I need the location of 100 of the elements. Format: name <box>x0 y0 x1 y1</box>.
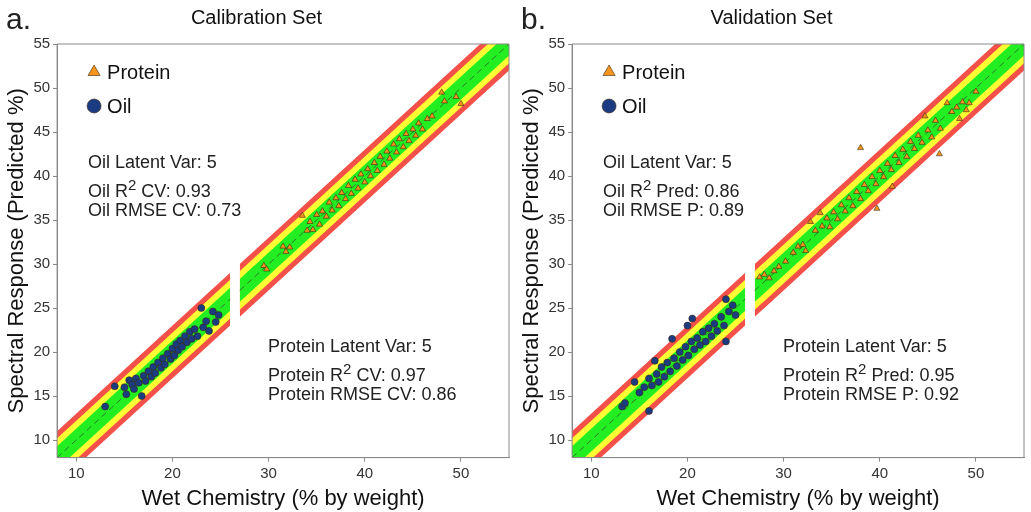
point <box>316 220 323 227</box>
point <box>699 327 707 336</box>
point <box>849 202 857 208</box>
annotation: Protein Latent Var: 5 <box>783 336 947 357</box>
point <box>837 201 845 208</box>
point <box>903 152 911 159</box>
y-tick-label: 20 <box>33 342 51 360</box>
point <box>654 378 663 386</box>
point <box>928 133 936 140</box>
point <box>857 144 864 150</box>
point <box>190 325 199 333</box>
point <box>666 367 674 376</box>
annotation: Protein RMSE P: 0.92 <box>783 384 960 405</box>
point <box>937 124 944 131</box>
point <box>799 240 807 247</box>
annotation: Oil R$^{2}$ Pred: 0.86 <box>603 176 740 202</box>
y-tick-label: 20 <box>548 342 566 360</box>
point <box>670 354 678 362</box>
point <box>209 307 217 316</box>
point <box>396 135 403 142</box>
y-tick-label: 25 <box>548 298 566 316</box>
point <box>309 225 317 232</box>
legend-label: Protein <box>622 60 686 83</box>
point <box>756 273 763 280</box>
point <box>932 116 939 123</box>
point <box>457 100 465 106</box>
y-tick-label: 15 <box>548 386 566 404</box>
y-tick-label: 35 <box>33 210 51 228</box>
point <box>895 159 903 165</box>
point <box>393 148 400 155</box>
point <box>648 381 656 390</box>
annotation: Protein RMSE CV: 0.86 <box>268 384 457 405</box>
point <box>707 332 716 340</box>
y-tick-label: 10 <box>548 430 566 448</box>
point <box>720 321 728 330</box>
point <box>621 399 629 407</box>
point <box>373 166 381 173</box>
y-tick-label: 50 <box>33 78 51 96</box>
point <box>151 369 159 377</box>
point <box>135 379 143 387</box>
point <box>911 144 918 151</box>
point <box>361 178 369 185</box>
point <box>645 407 653 415</box>
point <box>936 150 943 157</box>
y-tick-label: 30 <box>33 254 51 272</box>
annotation: Oil R$^{2}$ CV: 0.93 <box>88 176 211 202</box>
point <box>183 338 191 347</box>
point <box>376 152 384 159</box>
point <box>211 318 220 326</box>
x-tick-label: 30 <box>260 463 277 481</box>
point <box>888 182 896 189</box>
point <box>873 204 881 211</box>
point <box>972 87 980 94</box>
point <box>802 247 810 253</box>
point <box>371 159 378 165</box>
point <box>899 145 907 152</box>
point <box>675 348 684 356</box>
point <box>260 261 268 268</box>
point <box>354 184 362 191</box>
point <box>279 242 287 249</box>
point <box>834 215 841 222</box>
point <box>684 351 693 360</box>
point <box>214 311 223 319</box>
point <box>409 125 417 132</box>
point <box>921 112 929 119</box>
point <box>130 385 138 393</box>
point <box>415 119 422 126</box>
point <box>687 337 696 346</box>
legend-label: Protein <box>107 60 171 83</box>
point <box>303 226 311 233</box>
point <box>328 206 336 213</box>
point <box>864 187 872 194</box>
annotation: Oil RMSE P: 0.89 <box>603 200 745 221</box>
point <box>386 154 394 161</box>
point <box>657 363 666 371</box>
point <box>943 99 951 106</box>
point <box>924 126 932 133</box>
point <box>452 93 460 99</box>
point <box>728 301 737 310</box>
point <box>652 370 661 378</box>
point <box>160 360 169 369</box>
point <box>282 247 290 254</box>
point <box>668 335 676 343</box>
point <box>713 327 722 335</box>
point <box>298 211 306 218</box>
point <box>351 175 359 182</box>
y-tick-label: 25 <box>33 298 51 316</box>
point <box>853 188 861 194</box>
point <box>306 217 314 224</box>
y-tick-label: 10 <box>33 430 51 448</box>
point <box>884 159 891 166</box>
point <box>120 383 129 391</box>
y-tick-label: 30 <box>548 254 566 272</box>
point <box>630 378 639 386</box>
x-tick-label: 30 <box>775 463 792 481</box>
point <box>965 99 973 106</box>
point <box>325 198 333 205</box>
point <box>650 357 659 365</box>
point <box>405 137 413 143</box>
point <box>761 270 768 277</box>
